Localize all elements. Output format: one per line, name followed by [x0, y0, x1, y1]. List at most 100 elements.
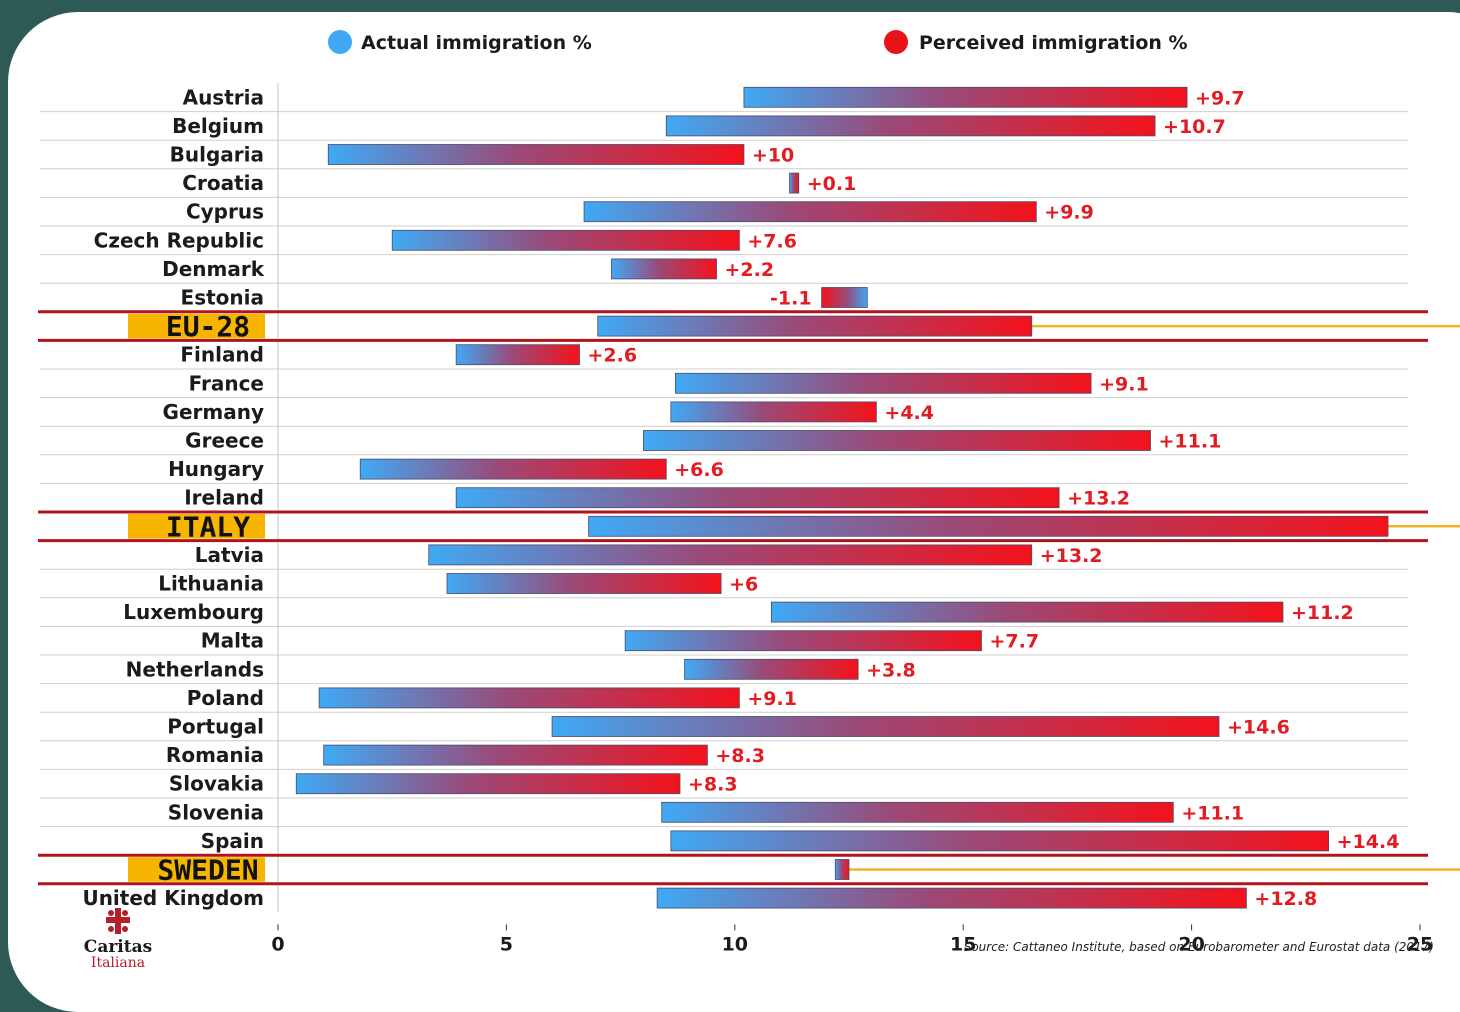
- country-label-croatia: Croatia: [182, 171, 264, 195]
- country-label-greece: Greece: [185, 429, 264, 453]
- country-label-spain: Spain: [201, 829, 264, 853]
- delta-label-slovakia: +8.3: [688, 774, 738, 796]
- bar-estonia: [821, 287, 868, 308]
- country-label-cyprus: Cyprus: [186, 200, 264, 224]
- bar-lithuania: [446, 573, 722, 594]
- country-label-estonia: Estonia: [181, 286, 264, 310]
- delta-label-germany: +4.4: [884, 402, 934, 424]
- legend-actual-marker: [328, 30, 352, 54]
- delta-label-estonia: -1.1: [770, 288, 812, 310]
- bar-denmark: [611, 258, 717, 280]
- x-tick-label: 20: [1178, 933, 1204, 955]
- x-tick-label: 25: [1407, 933, 1433, 955]
- country-label-austria: Austria: [183, 85, 264, 109]
- country-label-luxembourg: Luxembourg: [123, 600, 264, 624]
- delta-label-greece: +11.1: [1158, 431, 1221, 453]
- delta-label-cyprus: +9.9: [1044, 202, 1094, 224]
- rows-layer: Austria +9.7 Belgium +10.7 Bulgaria +10 Croati…: [38, 83, 1460, 913]
- x-tick-label: 0: [271, 933, 284, 955]
- delta-label-portugal: +14.6: [1227, 717, 1290, 739]
- bar-united-kingdom: [656, 887, 1247, 909]
- x-tick-label: 5: [500, 933, 513, 955]
- delta-label-austria: +9.7: [1195, 87, 1245, 109]
- caritas-cross-icon: [106, 908, 130, 934]
- delta-label-hungary: +6.6: [674, 459, 724, 481]
- legend-perceived-marker: [884, 30, 908, 54]
- bar-portugal: [551, 716, 1220, 737]
- caritas-logo: Caritas Italiana: [84, 908, 152, 971]
- delta-label-poland: +9.1: [747, 688, 797, 710]
- bar-hungary: [359, 458, 667, 480]
- bar-germany: [670, 401, 877, 423]
- bar-netherlands: [684, 658, 859, 680]
- bar-bulgaria: [327, 144, 745, 165]
- country-label-france: France: [189, 371, 264, 395]
- delta-label-belgium: +10.7: [1163, 116, 1226, 138]
- x-tick-label: 15: [950, 933, 976, 955]
- bar-belgium: [665, 115, 1156, 137]
- country-label-hungary: Hungary: [168, 457, 264, 481]
- bar-spain: [670, 830, 1330, 852]
- bar-czech-republic: [391, 229, 740, 251]
- bar-luxembourg: [770, 601, 1284, 623]
- country-label-italy: ITALY: [166, 510, 250, 543]
- delta-label-united-kingdom: +12.8: [1254, 888, 1317, 910]
- bar-finland: [455, 344, 580, 366]
- source-note: Source: Cattaneo Institute, based on Eur…: [964, 940, 1434, 954]
- chart-card: Actual immigration % Perceived immigrati…: [8, 12, 1460, 1012]
- delta-label-finland: +2.6: [587, 345, 637, 367]
- bar-greece: [643, 430, 1151, 451]
- country-label-latvia: Latvia: [195, 543, 264, 567]
- delta-label-latvia: +13.2: [1040, 545, 1103, 567]
- country-label-czech-republic: Czech Republic: [94, 228, 264, 252]
- country-label-eu-28: EU-28: [166, 310, 250, 343]
- country-label-belgium: Belgium: [172, 114, 264, 138]
- bar-eu-28: [597, 315, 1033, 337]
- delta-label-denmark: +2.2: [725, 259, 775, 281]
- bar-france: [675, 372, 1092, 394]
- chart: Actual immigration % Perceived immigrati…: [38, 30, 1460, 971]
- delta-label-netherlands: +3.8: [866, 659, 916, 681]
- highlight-label-bg: [128, 514, 265, 539]
- country-label-ireland: Ireland: [184, 486, 264, 510]
- country-label-slovenia: Slovenia: [168, 800, 264, 824]
- country-label-finland: Finland: [180, 343, 264, 367]
- x-tick-label: 10: [722, 933, 748, 955]
- country-label-romania: Romania: [166, 743, 264, 767]
- highlight-label-bg: [128, 313, 265, 339]
- bar-slovenia: [661, 801, 1174, 823]
- bar-slovakia: [295, 773, 681, 795]
- bar-cyprus: [583, 201, 1037, 223]
- bar-croatia: [789, 172, 800, 194]
- caritas-logo-line2: Italiana: [91, 955, 145, 971]
- country-label-bulgaria: Bulgaria: [170, 143, 264, 167]
- legend: Actual immigration % Perceived immigrati…: [328, 30, 1188, 54]
- delta-label-bulgaria: +10: [752, 145, 794, 167]
- delta-label-czech-republic: +7.6: [747, 230, 797, 252]
- legend-perceived-label: Perceived immigration %: [919, 32, 1188, 54]
- delta-label-malta: +7.7: [989, 631, 1039, 653]
- bar-malta: [624, 630, 982, 652]
- country-label-united-kingdom: United Kingdom: [82, 886, 264, 910]
- country-label-germany: Germany: [163, 400, 264, 424]
- delta-label-luxembourg: +11.2: [1291, 602, 1354, 624]
- x-axis: 0 5 10 15 20 25: [271, 924, 1433, 955]
- caritas-logo-line1: Caritas: [84, 937, 152, 957]
- delta-label-romania: +8.3: [715, 745, 765, 767]
- bar-ireland: [455, 487, 1060, 509]
- bar-latvia: [428, 544, 1033, 566]
- country-label-slovakia: Slovakia: [169, 772, 264, 796]
- delta-label-lithuania: +6: [729, 574, 758, 596]
- delta-label-ireland: +13.2: [1067, 488, 1130, 510]
- country-label-netherlands: Netherlands: [126, 657, 264, 681]
- bar-romania: [323, 744, 708, 766]
- country-label-malta: Malta: [201, 629, 264, 653]
- delta-label-france: +9.1: [1099, 373, 1149, 395]
- delta-label-slovenia: +11.1: [1181, 802, 1244, 824]
- country-label-sweden: SWEDEN: [157, 854, 258, 887]
- bar-austria: [743, 86, 1188, 108]
- bar-sweden: [834, 859, 850, 880]
- legend-actual-label: Actual immigration %: [361, 32, 592, 54]
- bar-poland: [318, 687, 740, 709]
- country-label-portugal: Portugal: [167, 715, 264, 739]
